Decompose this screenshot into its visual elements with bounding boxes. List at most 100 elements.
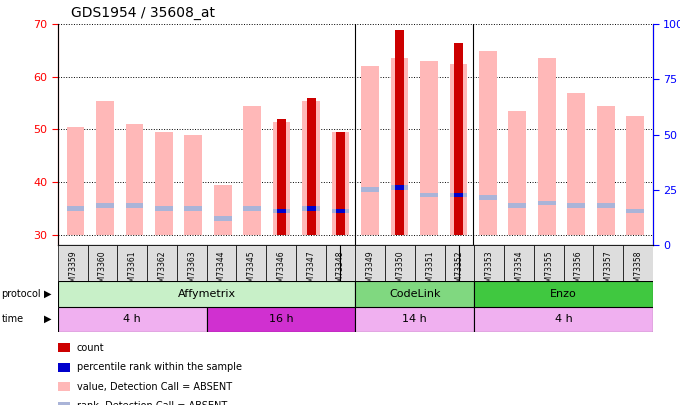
Bar bbox=[184, 206, 202, 211]
Text: GSM73354: GSM73354 bbox=[515, 250, 524, 292]
Text: protocol: protocol bbox=[1, 289, 41, 299]
Text: GDS1954 / 35608_at: GDS1954 / 35608_at bbox=[71, 6, 216, 20]
Bar bbox=[177, 245, 207, 281]
Bar bbox=[385, 245, 415, 281]
Text: 4 h: 4 h bbox=[555, 314, 573, 324]
Bar bbox=[67, 127, 84, 234]
Bar bbox=[277, 209, 286, 213]
Text: 16 h: 16 h bbox=[269, 314, 293, 324]
Bar bbox=[155, 206, 173, 211]
Bar bbox=[509, 203, 526, 208]
Bar bbox=[207, 245, 237, 281]
Bar bbox=[475, 281, 653, 307]
Bar bbox=[623, 245, 653, 281]
Bar bbox=[243, 206, 261, 211]
Text: GSM73359: GSM73359 bbox=[68, 250, 77, 292]
Bar bbox=[126, 124, 143, 234]
Text: 4 h: 4 h bbox=[123, 314, 141, 324]
Bar bbox=[567, 93, 585, 234]
Text: GSM73361: GSM73361 bbox=[128, 250, 137, 292]
Bar bbox=[273, 122, 290, 234]
Bar bbox=[390, 185, 408, 190]
Bar bbox=[415, 245, 445, 281]
Text: 14 h: 14 h bbox=[403, 314, 427, 324]
Text: rank, Detection Call = ABSENT: rank, Detection Call = ABSENT bbox=[77, 401, 227, 405]
Bar bbox=[155, 132, 173, 234]
Bar bbox=[626, 116, 644, 234]
Bar bbox=[332, 209, 350, 213]
Text: GSM73358: GSM73358 bbox=[634, 250, 643, 292]
Text: Affymetrix: Affymetrix bbox=[177, 289, 235, 299]
Bar bbox=[479, 195, 496, 200]
Bar bbox=[534, 245, 564, 281]
Bar bbox=[355, 245, 385, 281]
Bar bbox=[307, 98, 316, 234]
Text: GSM73355: GSM73355 bbox=[544, 250, 553, 292]
Text: GSM73356: GSM73356 bbox=[574, 250, 583, 292]
Bar bbox=[475, 307, 653, 332]
Text: GSM73347: GSM73347 bbox=[306, 250, 315, 292]
Text: GSM73348: GSM73348 bbox=[336, 250, 345, 292]
Bar bbox=[58, 307, 207, 332]
Bar bbox=[593, 245, 623, 281]
Bar bbox=[243, 106, 261, 234]
Bar bbox=[509, 111, 526, 234]
Bar bbox=[214, 185, 232, 234]
Text: value, Detection Call = ABSENT: value, Detection Call = ABSENT bbox=[77, 382, 232, 392]
Bar bbox=[58, 245, 88, 281]
Bar bbox=[96, 203, 114, 208]
Bar bbox=[296, 245, 326, 281]
Bar bbox=[361, 66, 379, 234]
Bar bbox=[307, 206, 316, 211]
Bar bbox=[361, 188, 379, 192]
Bar bbox=[303, 206, 320, 211]
Bar bbox=[395, 30, 404, 234]
Text: GSM73350: GSM73350 bbox=[396, 250, 405, 292]
Bar bbox=[266, 245, 296, 281]
Bar bbox=[88, 245, 118, 281]
Bar bbox=[214, 216, 232, 221]
Text: GSM73363: GSM73363 bbox=[187, 250, 196, 292]
Text: GSM73351: GSM73351 bbox=[425, 250, 434, 292]
Bar bbox=[58, 281, 355, 307]
Text: percentile rank within the sample: percentile rank within the sample bbox=[77, 362, 242, 372]
Bar bbox=[326, 245, 355, 281]
Bar bbox=[273, 209, 290, 213]
Bar bbox=[449, 64, 467, 234]
Bar bbox=[449, 193, 467, 198]
Bar bbox=[420, 61, 438, 234]
Bar bbox=[355, 307, 475, 332]
Bar bbox=[420, 193, 438, 198]
Bar bbox=[626, 209, 644, 213]
Text: GSM73353: GSM73353 bbox=[485, 250, 494, 292]
Text: GSM73357: GSM73357 bbox=[604, 250, 613, 292]
Bar bbox=[445, 245, 475, 281]
Bar bbox=[147, 245, 177, 281]
Bar bbox=[567, 203, 585, 208]
Bar bbox=[237, 245, 266, 281]
Text: GSM73362: GSM73362 bbox=[158, 250, 167, 292]
Bar bbox=[597, 203, 615, 208]
Text: GSM73352: GSM73352 bbox=[455, 250, 464, 292]
Bar bbox=[395, 185, 404, 190]
Bar bbox=[479, 51, 496, 234]
Bar bbox=[184, 134, 202, 234]
Text: time: time bbox=[1, 314, 24, 324]
Text: count: count bbox=[77, 343, 105, 353]
Text: Enzo: Enzo bbox=[550, 289, 577, 299]
Bar bbox=[504, 245, 534, 281]
Bar bbox=[207, 307, 355, 332]
Text: GSM73344: GSM73344 bbox=[217, 250, 226, 292]
Bar bbox=[454, 43, 463, 234]
Bar bbox=[118, 245, 147, 281]
Bar bbox=[303, 100, 320, 234]
Text: CodeLink: CodeLink bbox=[389, 289, 441, 299]
Bar bbox=[454, 193, 463, 198]
Bar bbox=[126, 203, 143, 208]
Text: GSM73360: GSM73360 bbox=[98, 250, 107, 292]
Text: GSM73346: GSM73346 bbox=[277, 250, 286, 292]
Bar bbox=[475, 245, 504, 281]
Bar bbox=[564, 245, 593, 281]
Bar bbox=[538, 200, 556, 205]
Text: ▶: ▶ bbox=[44, 314, 52, 324]
